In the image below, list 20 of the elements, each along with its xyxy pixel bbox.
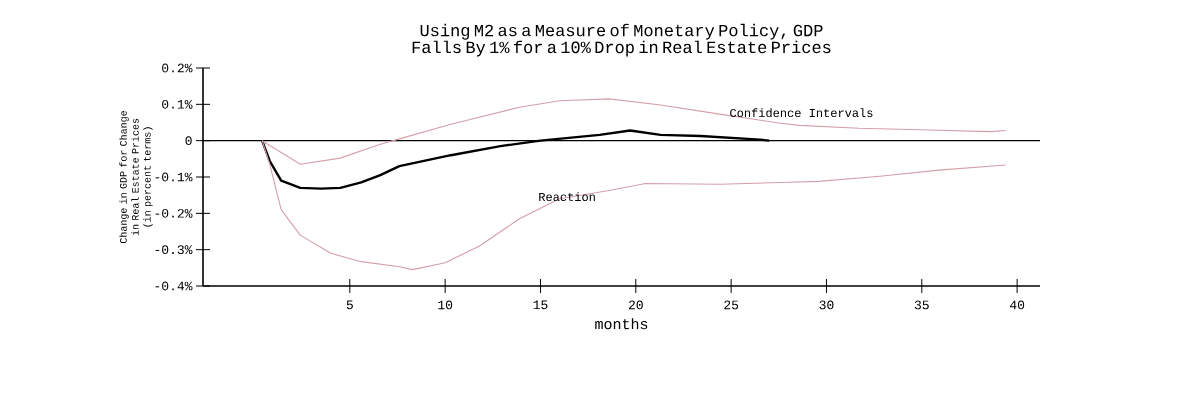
x-tick-label: 25 [724, 300, 739, 310]
y-tick-label: 0.1% [162, 99, 193, 109]
y-axis-title: Change in GDP for Change in Real Estate Prices (in percent terms) [119, 111, 153, 244]
x-tick-label: 20 [628, 300, 643, 310]
x-tick-label: 35 [914, 300, 929, 310]
chart-title: Using M2 as a Measure of Monetary Policy, GDP Falls By 1% for a 10% Drop in Real Estate Prices [412, 23, 831, 57]
y-tick-label: -0.3% [155, 245, 193, 255]
y-tick-label: 0.2% [162, 63, 193, 73]
x-tick-label: 30 [819, 300, 834, 310]
y-tick-label: -0.2% [155, 208, 193, 218]
y-tick-label: 0 [185, 136, 192, 146]
annotation: Confidence Intervals [730, 108, 873, 118]
y-tick-label: -0.4% [155, 281, 193, 291]
y-tick-label: -0.1% [155, 172, 193, 182]
x-tick-label: 40 [1009, 300, 1025, 310]
annotation: Reaction [539, 192, 595, 202]
x-tick-label: 5 [346, 300, 353, 310]
x-tick-label: 15 [533, 300, 548, 310]
x-tick-label: 10 [438, 300, 453, 310]
x-axis-title: months [595, 318, 648, 330]
